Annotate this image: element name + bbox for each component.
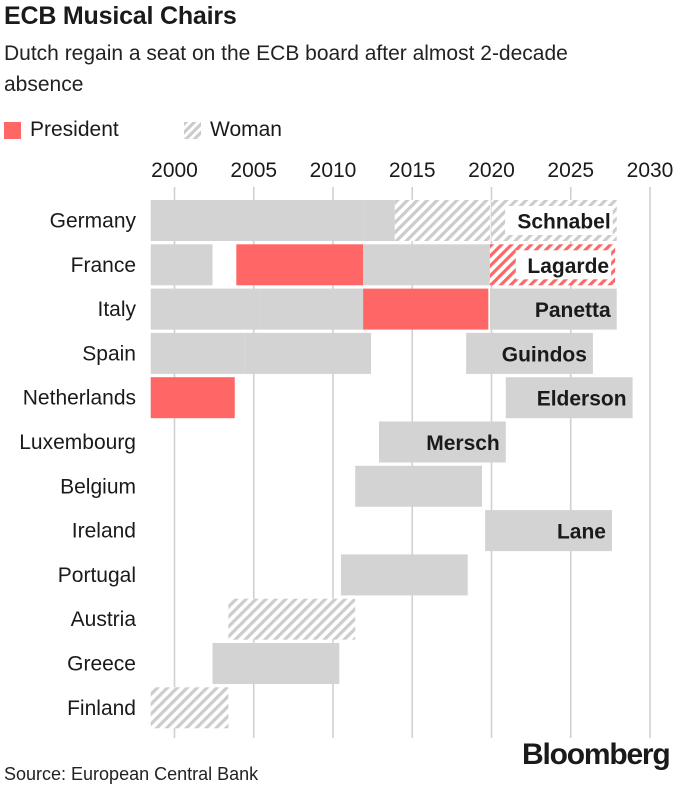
source-note: Source: European Central Bank [4, 764, 259, 784]
x-tick-label-2030: 2030 [627, 159, 674, 182]
x-tick-label-2005: 2005 [230, 159, 277, 182]
bar-germany-0 [150, 200, 278, 241]
category-label-austria: Austria [71, 608, 137, 631]
bar-label-mersch: Mersch [426, 432, 500, 455]
bar-spain-13 [150, 332, 245, 374]
bar-italy-11 [363, 288, 489, 330]
bar-netherlands-16 [150, 377, 235, 419]
chart-plot: 2000 2005 2010 2015 2020 2025 2030 Schnabel Lag… [19, 159, 674, 738]
category-label-italy: Italy [97, 298, 136, 321]
legend-swatch-president [4, 121, 21, 139]
category-label-greece: Greece [67, 653, 136, 676]
bar-label-schnabel: Schnabel [517, 211, 610, 234]
bar-luxembourg-18 [378, 421, 506, 463]
bar-label-lane: Lane [557, 521, 606, 544]
bar-france-6 [236, 244, 364, 286]
category-label-belgium: Belgium [60, 475, 136, 498]
bar-italy-12 [489, 288, 617, 330]
bar-germany-1 [277, 200, 364, 241]
category-label-germany: Germany [50, 210, 137, 233]
x-tick-label-2025: 2025 [547, 159, 594, 182]
bar-italy-9 [150, 288, 261, 330]
bloomberg-logo: Bloomberg [522, 738, 671, 771]
bar-italy-10 [260, 288, 364, 330]
legend-label-woman: Woman [210, 118, 282, 141]
legend-label-president: President [30, 118, 119, 141]
x-tick-label-2010: 2010 [310, 159, 357, 182]
bar-label-lagarde: Lagarde [527, 255, 609, 278]
bar-spain-15 [466, 332, 593, 374]
bar-label-panetta: Panetta [535, 299, 611, 322]
category-label-france: France [71, 254, 136, 277]
category-label-ireland: Ireland [72, 520, 136, 543]
bar-finland-24 [150, 687, 229, 729]
bar-france-7 [363, 244, 490, 286]
bar-belgium-19 [355, 465, 482, 507]
bar-germany-2 [363, 200, 395, 241]
bar-label-elderson: Elderson [537, 388, 627, 411]
bar-label-box-lagarde [515, 250, 612, 280]
bar-austria-22 [228, 598, 356, 640]
category-label-finland: Finland [67, 697, 136, 720]
bar-germany-3 [394, 200, 490, 241]
category-label-portugal: Portugal [58, 564, 136, 587]
x-tick-label-2020: 2020 [468, 159, 515, 182]
bar-france-5 [150, 244, 213, 286]
bar-greece-23 [212, 643, 340, 684]
bar-netherlands-17 [505, 377, 633, 419]
chart-subtitle: Dutch regain a seat on the ECB board aft… [4, 42, 568, 96]
bar-ireland-20 [485, 510, 612, 552]
bar-label-box-schnabel [505, 206, 613, 235]
legend-item-woman: Woman [184, 118, 282, 142]
chart-title: ECB Musical Chairs [4, 2, 237, 30]
category-label-spain: Spain [82, 342, 136, 365]
x-tick-label-2000: 2000 [151, 159, 198, 182]
x-tick-label-2015: 2015 [389, 159, 436, 182]
legend-item-president: President [4, 118, 119, 142]
bar-label-guindos: Guindos [502, 343, 587, 366]
bar-portugal-21 [340, 554, 468, 596]
category-label-netherlands: Netherlands [23, 387, 136, 410]
category-label-luxembourg: Luxembourg [19, 431, 136, 454]
legend-swatch-woman [184, 121, 201, 139]
bar-spain-14 [244, 332, 372, 374]
